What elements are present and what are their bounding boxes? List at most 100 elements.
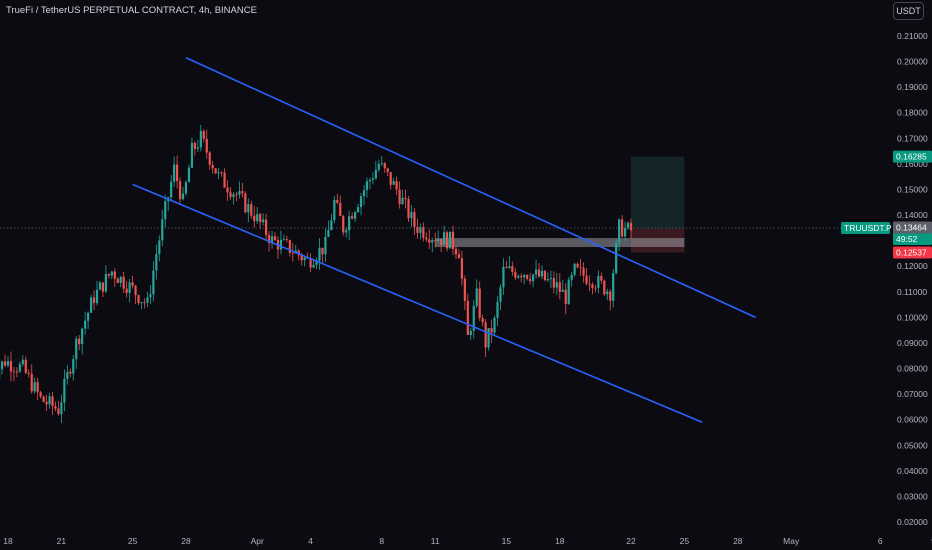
candle-body: [217, 172, 220, 174]
candle-body: [125, 288, 128, 293]
candle-body: [256, 214, 259, 222]
candle-body: [57, 408, 60, 415]
candle-body: [365, 181, 369, 191]
zone-rect[interactable]: [435, 238, 685, 248]
target-price-tag-bg: [893, 150, 932, 163]
candle-body: [493, 317, 496, 333]
x-tick-label: 11: [431, 536, 440, 546]
candle-body: [119, 276, 122, 283]
candle-body: [368, 179, 372, 182]
current-price-tag-text: 49:52: [896, 234, 918, 244]
y-tick-label: 0.08000: [897, 364, 928, 374]
candle-body: [9, 361, 13, 372]
candle-body: [178, 181, 182, 200]
candle-body: [345, 230, 348, 233]
candle-body: [128, 282, 131, 293]
candle-body: [398, 189, 401, 205]
candle-body: [532, 274, 535, 282]
candle-body: [110, 271, 113, 276]
candle-body: [472, 305, 475, 331]
candle-body: [413, 212, 416, 227]
candle-body: [300, 255, 303, 261]
candle-body: [606, 291, 609, 295]
price-markers: 0.16285TRUUSDT.P0.1349549:520.134640.125…: [841, 150, 932, 259]
x-tick-label: 18: [3, 536, 13, 546]
candle-body: [597, 276, 600, 288]
candle-body: [12, 371, 16, 373]
candle-body: [155, 254, 158, 271]
candle-body: [588, 283, 591, 285]
candle-body: [526, 275, 529, 279]
candle-body: [6, 361, 10, 366]
candle-body: [187, 167, 191, 183]
candle-body: [104, 273, 107, 292]
candle-body: [529, 278, 532, 282]
y-tick-label: 0.07000: [897, 389, 928, 399]
candle-body: [232, 194, 235, 198]
candle-body: [410, 212, 413, 219]
channel-line-lower[interactable]: [132, 183, 703, 423]
y-tick-label: 0.19000: [897, 82, 928, 92]
entry-price-tag-text: 0.13464: [896, 222, 927, 232]
candle-body: [101, 282, 105, 292]
candle-body: [107, 273, 110, 276]
candle-body: [193, 142, 196, 149]
candle-body: [481, 318, 484, 323]
candle-body: [552, 278, 555, 288]
x-tick-label: 28: [181, 536, 191, 546]
candle-body: [146, 297, 149, 303]
candle-body: [623, 228, 627, 237]
channel-line-upper[interactable]: [185, 57, 756, 319]
stop-price-tag-bg: [893, 246, 932, 259]
candle-body: [27, 372, 30, 374]
candle-body: [546, 279, 550, 281]
candle-body: [235, 194, 238, 196]
candle-body: [401, 197, 404, 205]
x-tick-label: 18: [555, 536, 565, 546]
candle-body: [407, 199, 410, 219]
candle-body: [502, 266, 505, 288]
currency-button[interactable]: USDT: [893, 2, 924, 20]
x-tick-label: 25: [680, 536, 690, 546]
candle-body: [448, 231, 452, 249]
candle-body: [573, 263, 576, 275]
candle-body: [184, 182, 188, 194]
candle-body: [81, 328, 84, 345]
candle-body: [451, 231, 455, 249]
candle-body: [380, 163, 383, 164]
candle-body: [116, 278, 119, 283]
candle-body: [48, 396, 51, 405]
candle-body: [437, 239, 440, 242]
candle-body: [362, 190, 366, 197]
candle-body: [359, 196, 363, 208]
candle-body: [279, 239, 283, 250]
candle-body: [176, 164, 179, 182]
candle-body: [173, 164, 176, 182]
candle-body: [327, 229, 330, 237]
candle-body: [238, 191, 241, 195]
candle-body: [460, 258, 463, 279]
candle-body: [466, 300, 469, 335]
candle-body: [540, 270, 544, 277]
candle-body: [537, 269, 541, 277]
candle-body: [247, 204, 250, 213]
candle-body: [190, 142, 194, 168]
candle-body: [514, 271, 517, 278]
candle-body: [445, 232, 449, 249]
target-zone[interactable]: [631, 156, 685, 229]
candle-body: [30, 373, 33, 392]
candle-body: [205, 138, 208, 153]
candle-body: [244, 193, 247, 213]
candle-body: [152, 270, 155, 295]
y-tick-label: 0.10000: [897, 312, 928, 322]
candle-body: [615, 242, 618, 274]
candle-body: [454, 248, 458, 255]
candle-body: [318, 247, 321, 261]
candle-body: [285, 239, 288, 241]
candle-body: [0, 361, 4, 370]
candle-body: [348, 216, 351, 231]
candle-body: [140, 302, 143, 304]
candle-body: [202, 131, 205, 139]
